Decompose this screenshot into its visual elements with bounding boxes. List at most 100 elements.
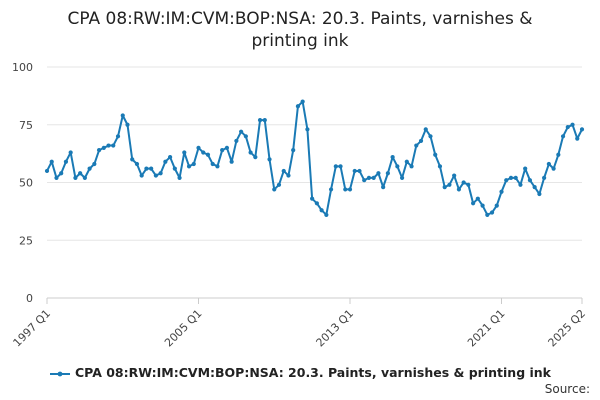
chart-title-line-2: printing ink (251, 31, 349, 51)
data-point (447, 182, 452, 187)
data-point (328, 187, 334, 192)
data-point (556, 152, 561, 157)
data-point (68, 150, 73, 155)
data-point (560, 134, 566, 139)
data-point (262, 118, 267, 123)
y-tick-label: 0 (26, 292, 33, 305)
legend: CPA 08:RW:IM:CVM:BOP:NSA: 20.3. Paints, … (0, 365, 600, 380)
x-tick-label: 2021 Q1 (465, 307, 508, 350)
data-point (286, 173, 291, 178)
chart-title: CPA 08:RW:IM:CVM:BOP:NSA: 20.3. Paints, … (0, 8, 600, 52)
data-point (300, 99, 305, 104)
data-point (433, 152, 438, 157)
data-point (423, 127, 428, 132)
data-point (542, 175, 547, 180)
data-point (338, 164, 343, 169)
data-point (347, 187, 353, 192)
data-point (111, 143, 116, 148)
data-point (201, 150, 206, 155)
data-point (168, 154, 173, 160)
data-point (272, 187, 277, 192)
source-label: Source: (544, 382, 590, 396)
y-tick-label: 75 (19, 119, 33, 132)
data-point (390, 154, 395, 160)
y-tick-label: 25 (19, 234, 33, 247)
data-point (101, 145, 106, 150)
data-point (485, 212, 490, 217)
data-point (494, 203, 499, 208)
data-point (172, 166, 177, 171)
data-point (371, 175, 376, 180)
data-point (513, 175, 518, 180)
data-point (523, 166, 528, 171)
y-tick-label: 100 (12, 61, 33, 74)
data-point (139, 173, 144, 178)
data-point (418, 138, 424, 144)
data-point (215, 164, 220, 169)
data-point (565, 124, 570, 130)
data-point (120, 113, 125, 118)
data-point (130, 157, 135, 162)
data-point (191, 161, 196, 167)
data-point (362, 178, 367, 183)
data-point (504, 178, 509, 183)
gridlines (47, 66, 582, 299)
data-point (149, 166, 154, 171)
data-point (257, 118, 263, 123)
data-point (92, 161, 97, 167)
data-point (253, 154, 258, 160)
data-point (452, 173, 457, 178)
data-point (243, 134, 248, 139)
data-point (144, 166, 149, 171)
data-point (106, 143, 111, 148)
data-point (381, 185, 386, 190)
data-point (461, 180, 466, 185)
data-point (551, 166, 556, 171)
data-point (59, 171, 64, 176)
data-point (527, 178, 533, 183)
data-point (276, 182, 282, 187)
data-point (319, 208, 324, 213)
data-point (376, 171, 381, 176)
data-point (352, 168, 357, 174)
data-point (234, 138, 239, 144)
data-point (134, 161, 140, 167)
legend-label: CPA 08:RW:IM:CVM:BOP:NSA: 20.3. Paints, … (75, 365, 551, 380)
data-point (158, 171, 163, 176)
data-point (220, 148, 225, 153)
data-point (471, 201, 476, 206)
data-point (210, 161, 215, 167)
data-point (73, 175, 78, 180)
data-point (125, 122, 130, 127)
data-point (404, 159, 409, 164)
data-point (87, 166, 92, 171)
data-point (385, 171, 390, 176)
data-point (44, 168, 50, 174)
data-point (63, 159, 69, 164)
data-point (475, 196, 480, 201)
data-point (409, 164, 414, 169)
data-point (343, 187, 348, 192)
data-point (196, 145, 201, 150)
data-point (357, 168, 362, 174)
data-point (532, 185, 537, 190)
data-point (224, 145, 230, 150)
data-point (153, 173, 158, 178)
data-point (82, 175, 87, 180)
data-point (115, 134, 121, 139)
data-point (546, 161, 551, 167)
data-point (428, 134, 433, 139)
data-point (399, 175, 405, 180)
data-point (78, 171, 83, 176)
x-tick-label: 1997 Q1 (11, 307, 54, 350)
data-point (248, 150, 253, 155)
data-point (570, 122, 575, 127)
data-point (314, 201, 319, 206)
data-point (305, 127, 310, 132)
data-point (414, 143, 419, 148)
data-point (442, 185, 447, 190)
x-tick-label: 2005 Q1 (162, 307, 205, 350)
data-point (518, 182, 523, 187)
data-point (177, 175, 182, 180)
